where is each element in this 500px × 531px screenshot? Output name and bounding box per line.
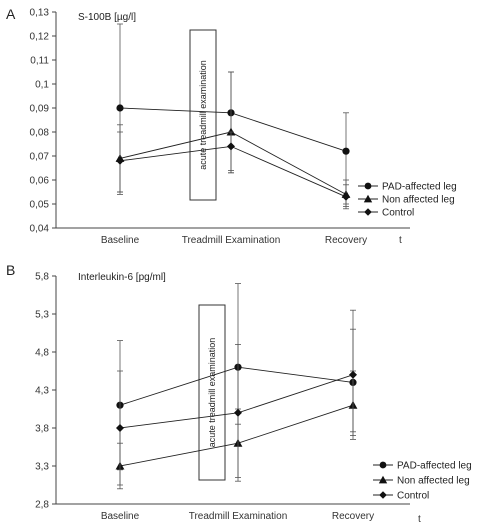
panel-b-series-2-line <box>119 374 354 429</box>
panel-b-series-1-legend-label: Non affected leg <box>397 476 470 487</box>
panel-b-panel-label: B <box>6 262 15 278</box>
panel-a-y-tick-label: 0,11 <box>30 56 49 67</box>
panel-b-series-0-legend-marker <box>379 461 387 469</box>
panel-a-series-1-line <box>119 131 347 195</box>
panel-a-series-2-point <box>116 156 124 165</box>
panel-b-y-tick-label: 3,3 <box>35 462 49 473</box>
panel-a-series-0-point <box>342 147 350 155</box>
panel-a-series-2-point <box>227 142 235 151</box>
panel-a-y-tick-label: 0,13 <box>30 8 50 19</box>
panel-b-y-axis-label: Interleukin-6 [pg/ml] <box>78 272 166 283</box>
panel-a-x-tick-label: Treadmill Examination <box>182 235 281 246</box>
panel-a-series-2-legend-label: Control <box>382 208 414 219</box>
panel-a-series-2-point <box>342 192 350 201</box>
panel-a-series-1-legend-label: Non affected leg <box>382 195 455 206</box>
panel-b-series-2-legend-label: Control <box>397 491 429 502</box>
panel-b-x-tick-label: Treadmill Examination <box>189 511 288 522</box>
panel-a-y-tick-label: 0,04 <box>30 224 50 235</box>
panel-a-x-tick-label: Baseline <box>101 235 140 246</box>
panel-b-series-2-point <box>234 408 242 417</box>
panel-a-annotation-box <box>189 29 217 201</box>
panel-a-x-axis-label: t <box>399 235 402 246</box>
panel-a-y-tick-label: 0,05 <box>30 200 50 211</box>
panel-b-series-2-point <box>116 424 124 432</box>
panel-b-x-axis-label: t <box>418 514 421 525</box>
panel-b-y-tick-label: 5,3 <box>35 310 49 321</box>
panel-b-x-tick-label: Recovery <box>332 511 374 522</box>
panel-b-y-tick-label: 4,3 <box>35 386 49 397</box>
panel-a-series-0-legend-marker <box>364 182 372 190</box>
panel-b-y-tick-label: 5,8 <box>35 272 49 283</box>
panel-a-y-axis-label: S-100B [µg/l] <box>78 12 136 23</box>
panel-a-annotation-text: acute treadmill examination <box>198 60 208 170</box>
panel-b-y-tick-label: 4,8 <box>35 348 49 359</box>
panel-b-annotation-text: acute treadmill examination <box>207 338 217 448</box>
panel-a-series-1-point <box>226 127 236 136</box>
panel-a-x-tick-label: Recovery <box>325 235 367 246</box>
panel-b-x-tick-label: Baseline <box>101 511 140 522</box>
panel-b-series-1-legend-marker <box>378 475 388 484</box>
panel-b-series-2-legend-marker <box>379 491 387 499</box>
panel-a-y-tick-label: 0,12 <box>30 32 50 43</box>
panel-a-series-0-point <box>116 104 124 112</box>
panel-b-series-0-legend-label: PAD-affected leg <box>397 461 472 472</box>
panel-b-y-tick-label: 3,8 <box>35 424 49 435</box>
panel-a-series-0-legend-label: PAD-affected leg <box>382 182 457 193</box>
panel-a-series-2-line <box>119 145 347 198</box>
panel-b-series-2-point <box>349 370 357 379</box>
panel-a-y-tick-label: 0,08 <box>30 128 50 139</box>
panel-a-y-tick-label: 0,1 <box>35 80 49 91</box>
panel-a-series-2-legend-marker <box>364 208 372 216</box>
panel-b-y-tick-label: 2,8 <box>35 500 49 511</box>
panel-b-annotation-box <box>198 304 226 481</box>
panel-a-series-1-legend-marker <box>363 194 373 203</box>
panel-a-y-tick-label: 0,06 <box>30 176 50 187</box>
panel-a-panel-label: A <box>6 6 16 22</box>
panel-a-y-tick-label: 0,07 <box>30 152 50 163</box>
panel-a-y-tick-label: 0,09 <box>30 104 50 115</box>
